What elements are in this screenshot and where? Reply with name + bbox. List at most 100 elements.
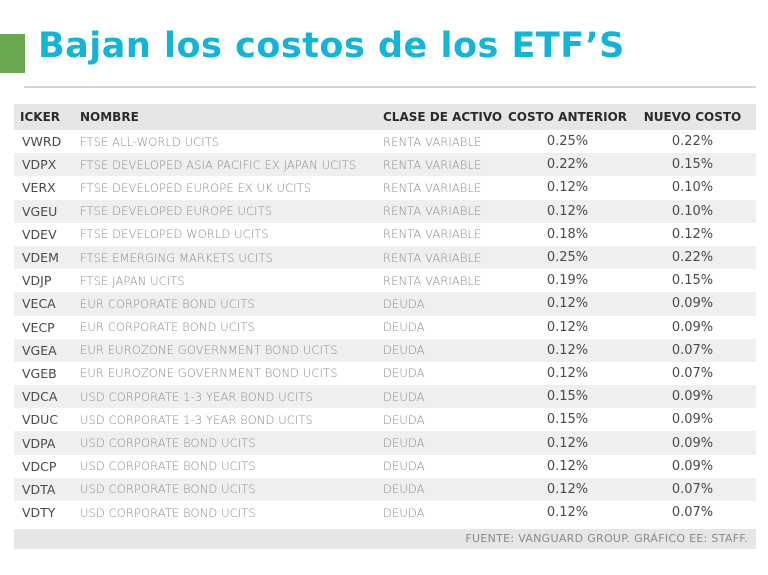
cell-asset-class: RENTA VARIABLE — [383, 204, 482, 219]
cell-asset-class: RENTA VARIABLE — [383, 157, 482, 172]
cell-new-cost: 0.15% — [671, 157, 714, 173]
cell-new-cost: 0.09% — [671, 389, 714, 405]
cell-name: USD CORPORATE 1-3 YEAR BOND UCITS — [80, 389, 313, 404]
cell-name: USD CORPORATE BOND UCITS — [80, 459, 256, 474]
table-row: VDUC USD CORPORATE 1-3 YEAR BOND UCITS DEU… — [14, 408, 756, 432]
cell-previous-cost: 0.12% — [546, 342, 589, 358]
cell-new-cost: 0.09% — [671, 458, 714, 474]
cell-previous-cost: 0.12% — [546, 319, 589, 335]
cell-ticker: VDPA — [22, 435, 56, 451]
cell-previous-cost: 0.12% — [546, 505, 589, 521]
cell-new-cost: 0.22% — [671, 250, 714, 266]
cell-previous-cost: 0.12% — [546, 203, 589, 219]
cell-name: FTSE EMERGING MARKETS UCITS — [80, 250, 274, 265]
cell-previous-cost: 0.12% — [546, 435, 589, 451]
cell-new-cost: 0.10% — [671, 180, 714, 196]
table-row: VECA EUR CORPORATE BOND UCITS DEUDA 0.12% 0.… — [14, 292, 756, 316]
cell-previous-cost: 0.12% — [546, 458, 589, 474]
source-text: FUENTE: VANGUARD GROUP. GRÁFICO EE: STAF… — [465, 532, 748, 545]
table-body: VWRD FTSE ALL-WORLD UCITS RENTA VARIABLE 0.… — [14, 130, 756, 525]
cell-ticker: VGEA — [22, 342, 57, 358]
cell-new-cost: 0.07% — [671, 342, 714, 358]
cell-ticker: VGEB — [22, 365, 57, 381]
column-header-new-cost: NUEVO COSTO — [643, 110, 742, 124]
table-row: VERX FTSE DEVELOPED EUROPE EX UK UCITS REN… — [14, 176, 756, 200]
cell-ticker: VWRD — [22, 134, 62, 150]
cell-name: USD CORPORATE BOND UCITS — [80, 482, 256, 497]
cell-previous-cost: 0.15% — [546, 412, 589, 428]
cell-new-cost: 0.22% — [671, 134, 714, 150]
cell-asset-class: DEUDA — [383, 505, 425, 520]
cell-ticker: VECA — [22, 296, 56, 312]
column-header-asset-class: CLASE DE ACTIVO — [383, 110, 503, 124]
cell-previous-cost: 0.12% — [546, 365, 589, 381]
table-row: VDPX FTSE DEVELOPED ASIA PACIFIC EX JAPAN… — [14, 153, 756, 177]
cell-ticker: VERX — [22, 180, 56, 196]
table-row: VWRD FTSE ALL-WORLD UCITS RENTA VARIABLE 0.… — [14, 130, 756, 154]
cell-name: FTSE DEVELOPED EUROPE UCITS — [80, 204, 273, 219]
table-row: VDEV FTSE DEVELOPED WORLD UCITS RENTA VARI… — [14, 222, 756, 246]
cell-previous-cost: 0.22% — [546, 157, 589, 173]
cell-asset-class: DEUDA — [383, 320, 425, 335]
cell-new-cost: 0.10% — [671, 203, 714, 219]
column-header-ticker: ICKER — [20, 110, 61, 124]
cell-name: EUR EUROZONE GOVERNMENT BOND UCITS — [80, 366, 338, 381]
table-row: VDCP USD CORPORATE BOND UCITS DEUDA 0.12% 0.… — [14, 454, 756, 478]
cell-new-cost: 0.09% — [671, 296, 714, 312]
cell-asset-class: DEUDA — [383, 343, 425, 358]
cell-name: EUR CORPORATE BOND UCITS — [80, 296, 255, 311]
cell-new-cost: 0.12% — [671, 226, 714, 242]
cell-previous-cost: 0.12% — [546, 296, 589, 312]
cell-asset-class: DEUDA — [383, 459, 425, 474]
etf-cost-table-wrapper: ICKER NOMBRE CLASE DE ACTIVO COSTO ANTER… — [14, 104, 756, 525]
cell-asset-class: RENTA VARIABLE — [383, 250, 482, 265]
cell-asset-class: DEUDA — [383, 412, 425, 427]
table-row: VGEB EUR EUROZONE GOVERNMENT BOND UCITS DE… — [14, 361, 756, 386]
cell-name: USD CORPORATE BOND UCITS — [80, 505, 256, 520]
table-row: VDEM FTSE EMERGING MARKETS UCITS RENTA VAR… — [14, 245, 756, 270]
cell-name: FTSE JAPAN UCITS — [80, 273, 185, 288]
etf-cost-table: ICKER NOMBRE CLASE DE ACTIVO COSTO ANTER… — [14, 104, 756, 525]
cell-name: EUR CORPORATE BOND UCITS — [80, 320, 255, 335]
cell-ticker: VGEU — [22, 203, 58, 219]
cell-ticker: VDCP — [22, 458, 57, 474]
cell-previous-cost: 0.25% — [546, 250, 589, 266]
cell-ticker: VDUC — [22, 412, 59, 428]
cell-name: FTSE ALL-WORLD UCITS — [80, 134, 220, 149]
cell-ticker: VDTY — [22, 505, 56, 521]
title-accent-bar — [0, 34, 25, 73]
cell-name: FTSE DEVELOPED WORLD UCITS — [80, 227, 269, 242]
cell-new-cost: 0.09% — [671, 319, 714, 335]
cell-asset-class: DEUDA — [383, 389, 425, 404]
column-header-previous-cost: COSTO ANTERIOR — [507, 110, 628, 124]
cell-ticker: VECP — [22, 319, 55, 335]
cell-previous-cost: 0.18% — [546, 226, 589, 242]
cell-previous-cost: 0.12% — [546, 180, 589, 196]
cell-asset-class: DEUDA — [383, 482, 425, 497]
cell-ticker: VDPX — [22, 157, 57, 173]
cell-previous-cost: 0.15% — [546, 389, 589, 405]
cell-new-cost: 0.09% — [671, 412, 714, 428]
cell-asset-class: RENTA VARIABLE — [383, 180, 482, 195]
cell-asset-class: DEUDA — [383, 296, 425, 311]
cell-previous-cost: 0.19% — [546, 273, 589, 289]
cell-previous-cost: 0.25% — [546, 134, 589, 150]
page-title: Bajan los costos de los ETF’S — [38, 26, 625, 66]
column-header-name: NOMBRE — [80, 110, 139, 124]
cell-new-cost: 0.07% — [671, 365, 714, 381]
table-row: VDJP FTSE JAPAN UCITS RENTA VARIABLE 0.19% 0… — [14, 269, 756, 293]
cell-ticker: VDCA — [22, 389, 58, 405]
cell-new-cost: 0.07% — [671, 505, 714, 521]
table-row: VDCA USD CORPORATE 1-3 YEAR BOND UCITS DEU… — [14, 385, 756, 409]
cell-new-cost: 0.07% — [671, 481, 714, 497]
table-row: VGEU FTSE DEVELOPED EUROPE UCITS RENTA VAR… — [14, 199, 756, 223]
source-footer: FUENTE: VANGUARD GROUP. GRÁFICO EE: STAF… — [14, 529, 756, 549]
cell-asset-class: RENTA VARIABLE — [383, 227, 482, 242]
cell-previous-cost: 0.12% — [546, 481, 589, 497]
table-row: VDTY USD CORPORATE BOND UCITS DEUDA 0.12% 0.… — [14, 501, 756, 525]
cell-name: USD CORPORATE BOND UCITS — [80, 436, 256, 451]
cell-name: USD CORPORATE 1-3 YEAR BOND UCITS — [80, 412, 313, 427]
table-header-row: ICKER NOMBRE CLASE DE ACTIVO COSTO ANTER… — [14, 104, 756, 130]
cell-ticker: VDEV — [22, 226, 57, 242]
title-divider — [24, 86, 756, 88]
